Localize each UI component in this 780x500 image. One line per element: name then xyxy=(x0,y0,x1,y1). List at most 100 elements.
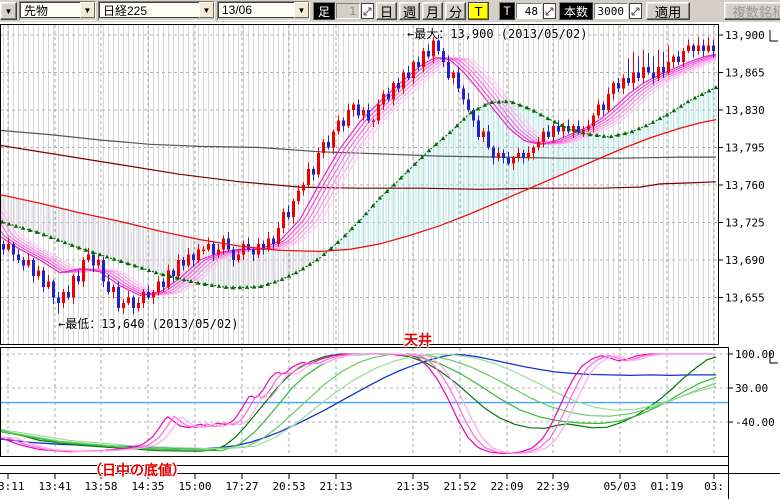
candle xyxy=(92,254,95,266)
candle xyxy=(392,83,395,100)
candle xyxy=(437,40,440,52)
time-axis-label: 21:13 xyxy=(319,480,352,493)
candle xyxy=(397,83,400,89)
candle xyxy=(277,227,280,244)
candle xyxy=(282,211,285,228)
candle xyxy=(57,297,60,303)
candle xyxy=(517,152,520,159)
time-axis-label: 21:35 xyxy=(396,480,429,493)
candle xyxy=(677,56,680,62)
candle xyxy=(642,67,645,78)
t-minutes-stepper[interactable]: 48 xyxy=(516,3,557,19)
candle xyxy=(172,270,175,277)
candle xyxy=(132,297,135,309)
candle xyxy=(262,243,265,250)
candle xyxy=(447,61,450,78)
candle xyxy=(637,72,640,78)
price-axis-label: 13,865 xyxy=(725,67,765,80)
time-axis-label: 01:19 xyxy=(650,480,683,493)
honsu-stepper[interactable]: 3000 xyxy=(594,3,643,19)
time-axis-label: 15:00 xyxy=(178,480,211,493)
candle xyxy=(307,168,310,185)
candlesticks xyxy=(2,35,715,315)
candle xyxy=(102,260,105,282)
candle xyxy=(492,147,495,159)
candle xyxy=(187,254,190,266)
price-axis-label: 13,690 xyxy=(725,254,765,267)
candle xyxy=(167,270,170,287)
candle xyxy=(182,260,185,266)
period-month-button[interactable]: 月 xyxy=(422,2,444,20)
candle xyxy=(632,72,635,84)
candle xyxy=(72,276,75,298)
candle xyxy=(232,249,235,260)
candle xyxy=(612,83,615,94)
time-axis-label: 21:52 xyxy=(443,480,476,493)
time-axis-label: 03: xyxy=(704,480,724,493)
candle xyxy=(512,158,515,164)
candle xyxy=(387,93,390,100)
candle xyxy=(467,99,470,110)
tick-button[interactable]: T xyxy=(468,2,490,20)
candle xyxy=(77,276,80,282)
candle xyxy=(252,249,255,255)
chevron-down-icon[interactable]: ▼ xyxy=(199,2,214,18)
time-axis-label: 13:58 xyxy=(84,480,117,493)
candle xyxy=(402,72,405,89)
spinner-icon[interactable] xyxy=(629,3,643,19)
candle xyxy=(662,67,665,73)
spinner-icon[interactable] xyxy=(361,3,375,19)
price-axis-label: 13,795 xyxy=(725,142,765,155)
instrument-name-dropdown[interactable]: 日経225 ▼ xyxy=(98,1,215,21)
candle xyxy=(207,243,210,250)
candle xyxy=(257,243,260,255)
candle xyxy=(417,61,420,68)
candle xyxy=(382,93,385,105)
candle xyxy=(332,131,335,148)
instrument-type-dropdown[interactable]: 先物 ▼ xyxy=(19,1,96,21)
candle xyxy=(672,56,675,62)
price-axis-label: 13,760 xyxy=(725,179,765,192)
t-mode-label: T xyxy=(499,2,516,20)
contract-month-dropdown[interactable]: 13/06 ▼ xyxy=(217,1,310,21)
candle xyxy=(572,126,575,132)
interval-stepper[interactable]: 1 xyxy=(336,3,375,19)
period-week-button[interactable]: 週 xyxy=(399,2,421,20)
oscillator-axis-label: 100.00 xyxy=(735,348,775,361)
leftmost-dropdown-arrow-icon[interactable]: ▼ xyxy=(0,2,17,20)
apply-button[interactable]: 適用 xyxy=(646,2,691,20)
candle xyxy=(192,254,195,260)
candle xyxy=(157,281,160,293)
candle xyxy=(337,120,340,132)
candle xyxy=(342,120,345,127)
candle xyxy=(317,152,320,175)
candle xyxy=(137,302,140,309)
ashi-label-button: 足 xyxy=(313,2,336,20)
chevron-down-icon[interactable]: ▼ xyxy=(80,2,95,18)
axis-labels: 13,900 13,865 13,830 13,795 13,760 13,725 13,6… xyxy=(0,29,775,493)
trend-lines xyxy=(0,85,719,290)
interval-value: 1 xyxy=(336,3,361,19)
candle xyxy=(2,243,5,250)
candle xyxy=(507,158,510,164)
contract-month-value: 13/06 xyxy=(218,2,294,18)
candle xyxy=(707,45,710,52)
period-day-button[interactable]: 日 xyxy=(376,2,398,20)
candle xyxy=(682,51,685,62)
spinner-icon[interactable] xyxy=(543,3,557,19)
candle xyxy=(372,120,375,123)
candle xyxy=(547,131,550,137)
period-minute-button[interactable]: 分 xyxy=(445,2,467,20)
chart-canvas: 13,900 13,865 13,830 13,795 13,760 13,725 13,6… xyxy=(0,24,780,499)
candle xyxy=(582,129,585,132)
chart-area: 13,900 13,865 13,830 13,795 13,760 13,725 13,6… xyxy=(0,22,780,500)
time-axis-label: 22:09 xyxy=(490,480,523,493)
candle xyxy=(652,72,655,78)
candle xyxy=(477,120,480,137)
candle xyxy=(212,243,215,255)
chevron-down-icon[interactable]: ▼ xyxy=(294,2,309,18)
candle xyxy=(37,270,40,277)
candle xyxy=(52,281,55,298)
instrument-type-value: 先物 xyxy=(20,2,80,18)
